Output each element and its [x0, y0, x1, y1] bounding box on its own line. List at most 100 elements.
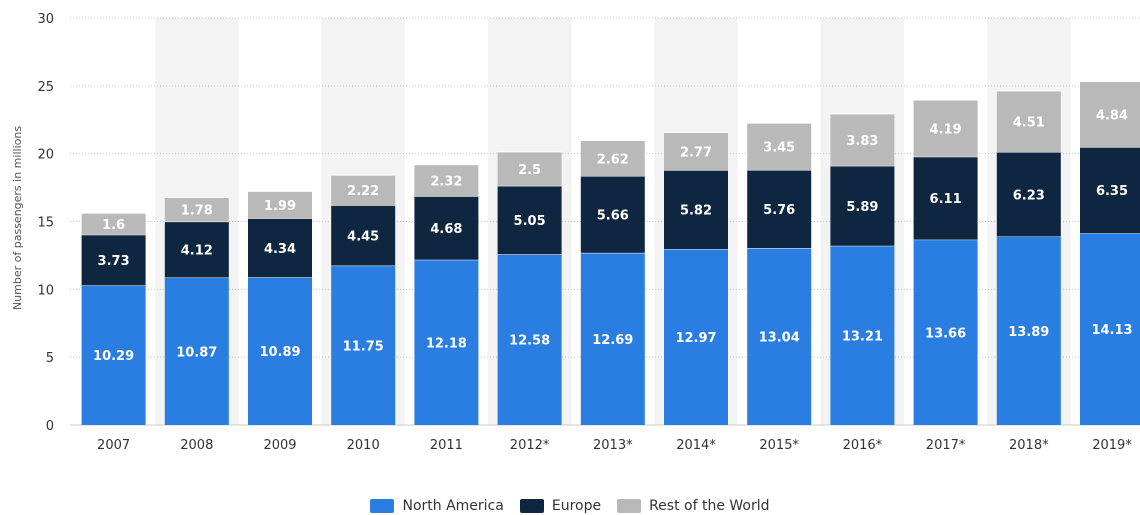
bar-north-america — [331, 265, 396, 425]
bar-north-america — [1080, 233, 1140, 425]
data-label: 5.05 — [514, 214, 546, 229]
bar-north-america — [414, 259, 479, 425]
data-label: 5.82 — [680, 204, 712, 219]
legend-item-europe[interactable]: Europe — [519, 498, 602, 514]
data-label: 4.19 — [930, 122, 962, 137]
y-tick-label: 30 — [37, 12, 54, 27]
bar-north-america — [164, 277, 229, 425]
data-label: 5.76 — [763, 203, 795, 218]
bar-rest-of-the-world — [830, 113, 895, 166]
x-tick-label: 2007 — [97, 438, 130, 453]
bar-north-america — [248, 277, 312, 425]
bar-rest-of-the-world — [248, 191, 312, 219]
bar-europe — [830, 165, 895, 246]
bar-europe — [747, 169, 812, 249]
bar-rest-of-the-world — [747, 123, 812, 170]
legend-label-europe: Europe — [551, 498, 602, 514]
y-tick-label: 5 — [46, 351, 54, 366]
bar-europe — [913, 156, 978, 240]
legend-swatch-north-america — [370, 499, 395, 513]
data-label: 2.77 — [680, 145, 712, 160]
bar-europe — [664, 170, 728, 250]
bar-europe — [81, 234, 146, 286]
data-label: 5.89 — [846, 200, 878, 215]
x-tick-label: 2009 — [263, 438, 296, 453]
data-label: 6.11 — [930, 192, 962, 207]
data-label: 4.84 — [1096, 108, 1128, 123]
legend-item-north-america[interactable]: North America — [370, 498, 504, 514]
data-label: 3.83 — [846, 134, 878, 149]
legend-label-north-america: North America — [402, 498, 504, 514]
x-tick-label: 2017* — [926, 438, 966, 453]
bar-rest-of-the-world — [913, 99, 978, 157]
data-label: 13.04 — [759, 331, 800, 346]
bar-north-america — [830, 245, 895, 425]
data-label: 13.89 — [1008, 325, 1049, 340]
data-label: 1.78 — [181, 204, 213, 219]
data-label: 12.69 — [592, 333, 633, 348]
data-label: 13.66 — [925, 326, 966, 341]
bars: 10.29 3.73 1.6 10.87 4.12 1.78 10.89 4.34 1.99 11… — [81, 80, 1140, 425]
y-tick-label: 15 — [37, 216, 54, 231]
data-label: 13.21 — [842, 329, 883, 344]
data-label: 12.97 — [675, 331, 716, 346]
bar-rest-of-the-world — [331, 175, 396, 206]
x-tick-label: 2015* — [759, 438, 799, 453]
data-label: 2.5 — [518, 163, 541, 178]
bar-rest-of-the-world — [580, 140, 645, 177]
bar-north-america — [497, 254, 562, 425]
data-label: 2.32 — [430, 175, 462, 190]
x-tick-label: 2013* — [593, 438, 633, 453]
bar-europe — [580, 176, 645, 253]
legend-label-rest-of-world: Rest of the World — [649, 498, 770, 514]
data-label: 11.75 — [343, 339, 384, 354]
legend: North America Europe Rest of the World — [0, 498, 1140, 514]
bar-rest-of-the-world — [81, 213, 146, 235]
bar-europe — [996, 152, 1061, 237]
data-label: 5.66 — [597, 208, 629, 223]
bar-rest-of-the-world — [1080, 81, 1140, 148]
data-label: 4.68 — [430, 222, 462, 237]
bar-rest-of-the-world — [497, 151, 562, 186]
stacked-bar-chart: 0 5 10 15 20 25 30 Number of passengers in mil… — [11, 12, 1140, 453]
bar-rest-of-the-world — [414, 164, 479, 197]
data-label: 10.87 — [176, 345, 217, 360]
x-tick-label: 2010 — [347, 438, 380, 453]
data-label: 2.22 — [347, 184, 379, 199]
x-tick-label: 2014* — [676, 438, 716, 453]
bar-rest-of-the-world — [664, 132, 728, 171]
bar-europe — [248, 218, 312, 278]
x-tick-label: 2018* — [1009, 438, 1049, 453]
data-label: 4.34 — [264, 242, 296, 257]
data-label: 6.23 — [1013, 188, 1045, 203]
x-tick-label: 2012* — [510, 438, 550, 453]
data-label: 6.35 — [1096, 184, 1128, 199]
data-label: 12.18 — [426, 336, 467, 351]
y-axis-label: Number of passengers in millions — [11, 126, 24, 310]
data-label: 3.45 — [763, 141, 795, 156]
data-label: 1.6 — [102, 218, 125, 233]
bar-europe — [1080, 147, 1140, 234]
y-tick-label: 25 — [37, 80, 54, 95]
bar-north-america — [81, 285, 146, 425]
bar-rest-of-the-world — [996, 90, 1061, 153]
data-label: 14.13 — [1091, 323, 1132, 338]
x-tick-label: 2019* — [1092, 438, 1132, 453]
bar-europe — [497, 185, 562, 255]
data-label: 4.51 — [1013, 115, 1045, 130]
y-axis-ticks: 0 5 10 15 20 25 30 — [37, 12, 54, 434]
bar-north-america — [747, 248, 812, 425]
y-tick-label: 20 — [37, 148, 54, 163]
bar-europe — [331, 205, 396, 266]
bar-europe — [164, 221, 229, 278]
legend-item-rest-of-world[interactable]: Rest of the World — [617, 498, 770, 514]
bar-north-america — [664, 249, 728, 425]
data-label: 4.12 — [181, 244, 213, 259]
x-tick-label: 2016* — [843, 438, 883, 453]
bar-europe — [414, 196, 479, 260]
data-label: 1.99 — [264, 199, 296, 214]
bar-rest-of-the-world — [164, 197, 229, 222]
y-tick-label: 10 — [37, 283, 54, 298]
data-label: 10.89 — [259, 345, 300, 360]
data-label: 12.58 — [509, 334, 550, 349]
